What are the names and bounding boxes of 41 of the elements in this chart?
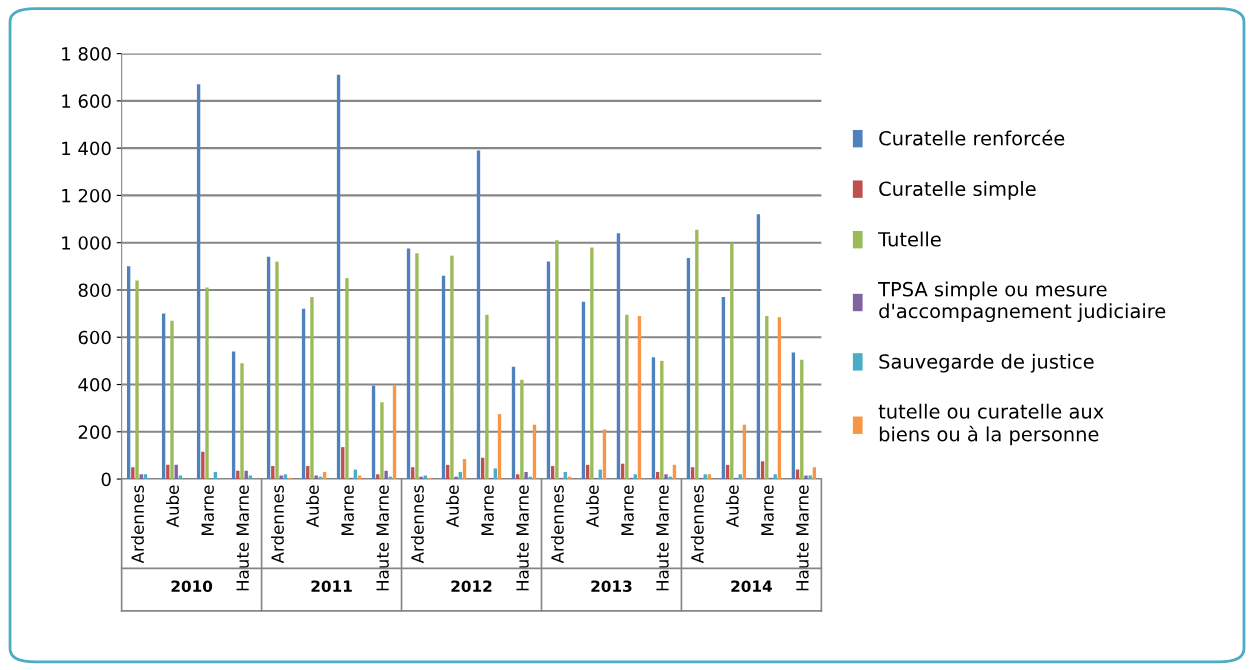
x-tick-label: Marne bbox=[201, 485, 214, 535]
y-tick-label: 800 bbox=[78, 283, 111, 298]
x-tick-label: Marne bbox=[481, 485, 494, 535]
x-tick-label: Marne bbox=[341, 485, 354, 535]
text: 2012 bbox=[451, 580, 492, 592]
x-tick-label: Ardennes bbox=[690, 485, 704, 564]
x-tick-label: Ardennes bbox=[410, 485, 424, 564]
y-tick-label: 1 600 bbox=[62, 94, 111, 108]
x-tick-label: Aube bbox=[306, 485, 319, 528]
text: 2014 bbox=[731, 580, 772, 592]
x-tick-label: Haute Marne bbox=[796, 485, 809, 591]
y-tick-label: 1 000 bbox=[62, 236, 111, 250]
legend-label: Sauvegarde de justice bbox=[879, 353, 1094, 373]
y-tick-label: 600 bbox=[78, 330, 111, 345]
x-tick-label: Haute Marne bbox=[656, 485, 669, 591]
legend-label: Curatelle simple bbox=[879, 181, 1036, 200]
text: 2010 bbox=[171, 580, 213, 592]
x-tick-label: Aube bbox=[585, 485, 599, 528]
text: 2013 bbox=[591, 580, 632, 592]
y-tick-label: 0 bbox=[101, 472, 111, 487]
y-tick-label: 1 200 bbox=[62, 188, 111, 203]
x-tick-label: Ardennes bbox=[271, 485, 284, 564]
y-tick-label: 1 400 bbox=[62, 141, 111, 156]
x-tick-label: Aube bbox=[445, 485, 459, 528]
legend-label: Curatelle renforcée bbox=[879, 129, 1065, 146]
legend-label: tutelle ou curatelle aux biens ou à la personne bbox=[878, 403, 1104, 446]
x-tick-label: Ardennes bbox=[550, 485, 564, 564]
y-tick-label: 400 bbox=[78, 377, 111, 392]
x-tick-label: Haute Marne bbox=[516, 485, 529, 591]
x-tick-label: Marne bbox=[621, 485, 634, 535]
legend-label: Tutelle bbox=[878, 231, 941, 247]
x-tick-label: Aube bbox=[725, 485, 739, 528]
text: 2011 bbox=[311, 580, 352, 592]
x-tick-label: Haute Marne bbox=[376, 485, 389, 591]
x-tick-label: Haute Marne bbox=[236, 485, 249, 591]
x-tick-label: Marne bbox=[761, 485, 774, 535]
x-tick-label: Ardennes bbox=[131, 485, 144, 564]
y-tick-label: 200 bbox=[78, 425, 111, 439]
y-tick-label: 1 800 bbox=[62, 47, 111, 61]
legend-label: TPSA simple ou mesure d'accompagnement judiciaire bbox=[878, 281, 1166, 323]
x-tick-label: Aube bbox=[166, 485, 179, 528]
